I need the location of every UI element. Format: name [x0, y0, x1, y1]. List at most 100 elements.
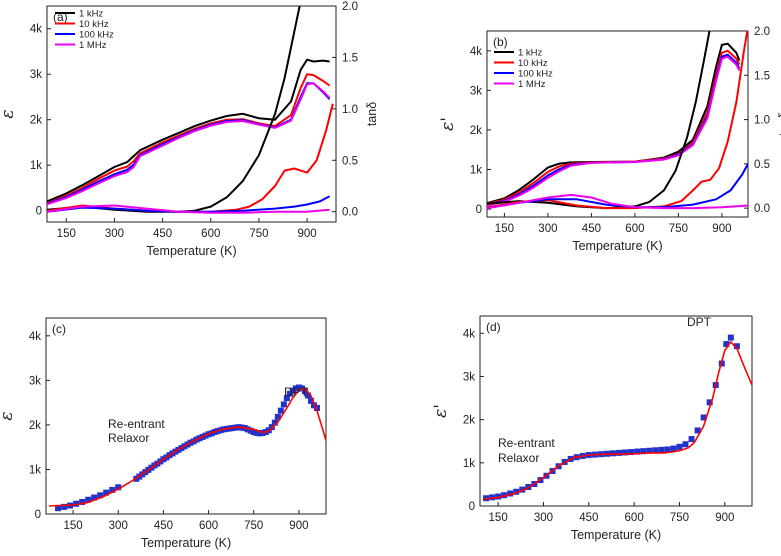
series-line [487, 55, 741, 207]
y-tick-label: 2k [29, 420, 41, 432]
data-point [310, 402, 317, 409]
data-point [313, 404, 320, 411]
y-tick-label: 4k [463, 328, 475, 340]
x-tick-label: 450 [582, 223, 601, 235]
data-point [301, 388, 308, 395]
y-tick-label: 1k [29, 464, 41, 476]
x-tick-label: 150 [495, 223, 514, 235]
y2-tick-label: 1.0 [342, 104, 358, 116]
fit-line [482, 341, 752, 501]
y-tick-label: 1k [463, 458, 475, 470]
legend-entry: 100 kHz [79, 30, 114, 41]
data-point [733, 343, 740, 350]
data-point [253, 429, 260, 436]
legend-entry: 1 MHz [518, 79, 546, 90]
data-point [658, 446, 665, 453]
legend-entry: 1 MHz [79, 40, 107, 51]
y-tick-label: 0 [469, 501, 475, 513]
y-tick-label: 0 [476, 204, 482, 216]
data-point [634, 448, 641, 455]
series-line-tan [487, 31, 711, 210]
data-point [483, 495, 490, 502]
y-tick-label: 1k [470, 165, 482, 177]
series-line-tan [487, 193, 748, 210]
y-tick-label: 2k [470, 125, 482, 137]
data-point [664, 446, 671, 453]
plot-frame [486, 30, 749, 218]
legend-entry: 1 kHz [79, 9, 104, 20]
data-point [640, 448, 647, 455]
annotation: DPT [687, 315, 712, 329]
x-tick-label: 450 [154, 520, 173, 532]
data-point [489, 494, 496, 501]
x-tick-label: 450 [153, 228, 172, 240]
y-tick-label: 4k [30, 24, 42, 36]
x-tick-label: 750 [244, 520, 263, 532]
x-tick-label: 600 [201, 228, 220, 240]
fit-line [48, 387, 326, 507]
data-point [727, 334, 734, 341]
data-point [247, 427, 254, 434]
data-point [670, 445, 677, 452]
x-tick-label: 900 [715, 512, 734, 524]
y-tick-label: 3k [470, 85, 482, 97]
x-tick-label: 750 [669, 223, 688, 235]
data-point [295, 384, 302, 391]
y2-tick-label: 1.5 [754, 70, 770, 82]
data-point [280, 401, 287, 408]
x-tick-label: 300 [109, 520, 128, 532]
data-point [700, 414, 707, 421]
y2-tick-label: 0.0 [754, 203, 770, 215]
panel-label: (d) [486, 320, 501, 334]
annotation: Relaxor [108, 431, 149, 445]
data-point [495, 493, 502, 500]
x-tick-label: 150 [489, 512, 508, 524]
data-point [274, 413, 281, 420]
legend-entry: 10 kHz [518, 58, 548, 69]
data-point [283, 395, 290, 402]
data-point [91, 494, 98, 501]
data-point [277, 407, 284, 414]
x-tick-label: 900 [289, 520, 308, 532]
y-tick-label: 4k [470, 46, 482, 58]
series-line-tan [487, 31, 748, 210]
legend-entry: 10 kHz [79, 19, 109, 30]
data-point [628, 449, 635, 456]
data-point [694, 427, 701, 434]
data-point [85, 496, 92, 503]
x-tick-label: 600 [625, 512, 644, 524]
x-tick-label: 750 [249, 228, 268, 240]
series-line [47, 82, 331, 206]
plot-frame [45, 317, 327, 515]
data-point [298, 385, 305, 392]
panel-3: 150 300 450 600 750 900 0 1k 2k 3k 4k Temperature (… [431, 315, 753, 542]
x-tick-label: 150 [57, 228, 76, 240]
x-tick-label: 300 [534, 512, 553, 524]
data-point [616, 449, 623, 456]
x-tick-label: 150 [64, 520, 83, 532]
y-tick-label: 3k [463, 371, 475, 383]
data-point [271, 419, 278, 426]
x-axis-label: Temperature (K) [141, 536, 231, 550]
y-tick-label: 3k [29, 375, 41, 387]
data-point [286, 390, 293, 397]
y-axis-label: ε [0, 109, 18, 118]
y2-tick-label: 0.0 [342, 207, 358, 219]
y-axis-label: ε [0, 411, 17, 420]
series-line-tan [47, 195, 331, 213]
panel-label: (b) [493, 35, 508, 49]
x-tick-label: 600 [625, 223, 644, 235]
y2-axis-label: tanδ [777, 112, 781, 136]
data-point [289, 387, 296, 394]
data-point [307, 397, 314, 404]
series-line [47, 58, 330, 203]
data-point [622, 449, 629, 456]
plot-frame [46, 5, 337, 223]
y2-tick-label: 1.0 [754, 115, 770, 127]
data-point [61, 503, 68, 510]
data-point [79, 498, 86, 505]
x-tick-label: 900 [298, 228, 317, 240]
annotation: Relaxor [498, 451, 539, 465]
data-point [292, 385, 299, 392]
